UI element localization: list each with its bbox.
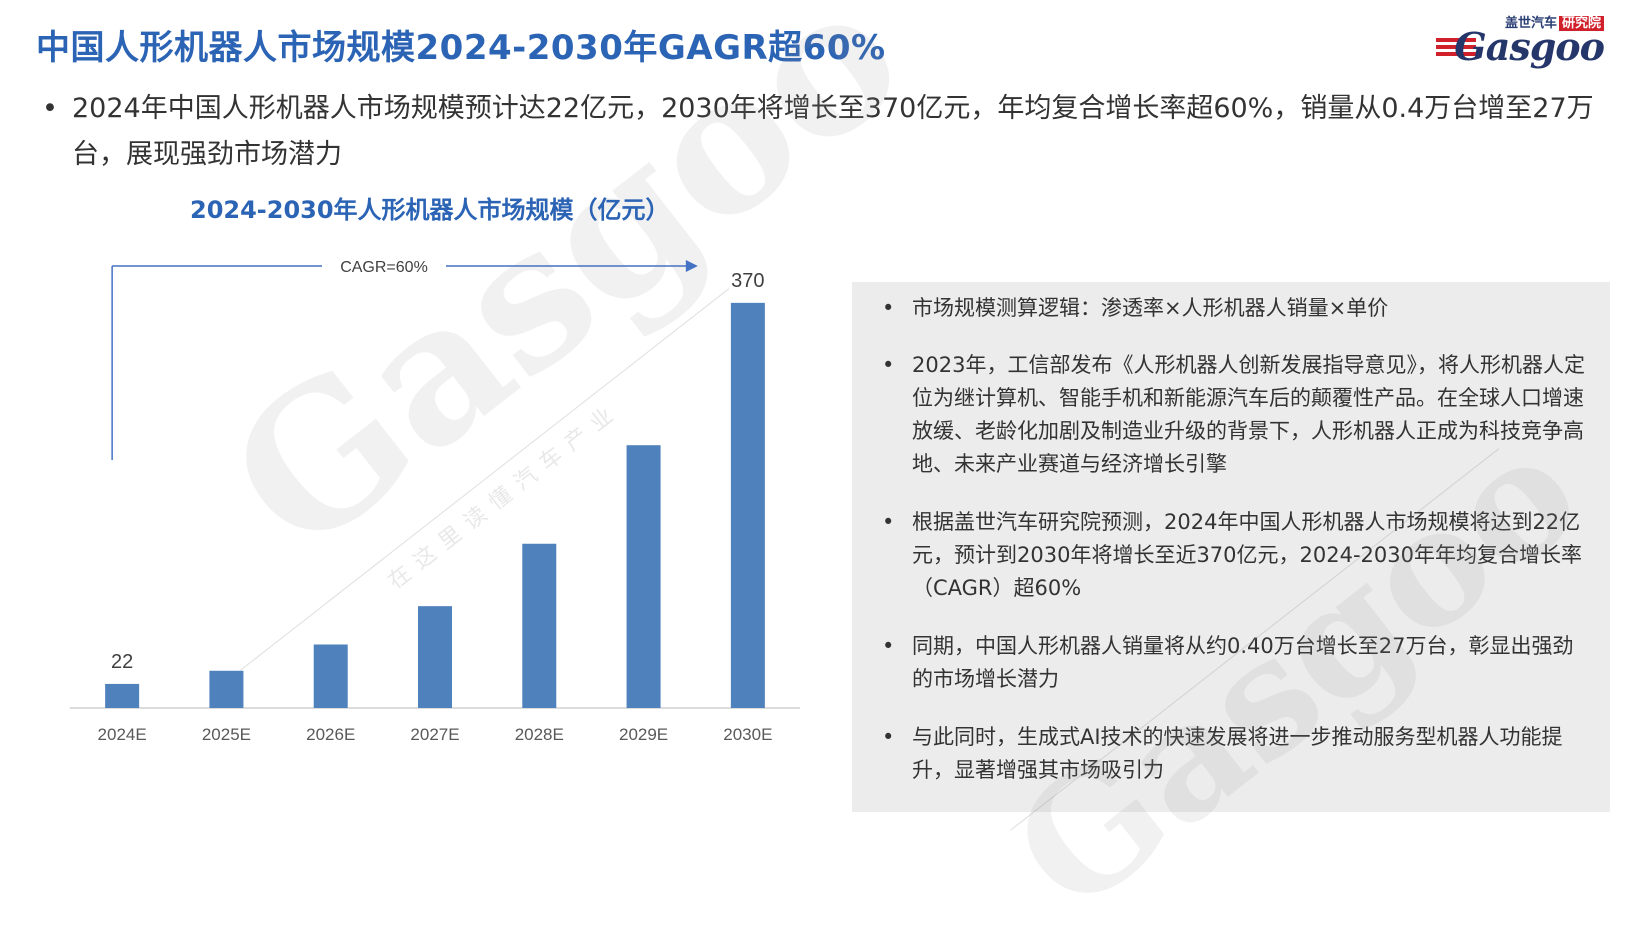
note-bullet: • — [882, 634, 895, 658]
note-item: • 市场规模测算逻辑：渗透率×人形机器人销量×单价 — [882, 292, 1592, 325]
bar-2024E — [105, 683, 140, 708]
x-tick-label: 2028E — [515, 725, 564, 744]
data-label: 370 — [731, 270, 764, 292]
x-tick-label: 2027E — [410, 725, 459, 744]
brand-stripes-icon — [1436, 38, 1476, 62]
brand-logo: 盖世汽车 研究院 Gasgoo — [1434, 10, 1605, 69]
page-title: 中国人形机器人市场规模2024-2030年GAGR超60% — [36, 28, 886, 68]
cagr-label-bg — [322, 252, 446, 280]
data-label: 22 — [111, 651, 133, 673]
x-tick-label: 2030E — [723, 725, 772, 744]
bar-chart: 2024E 2025E 2026E 2027E 2028E 2029E 2030E 22 370… — [70, 252, 800, 744]
x-tick-label: 2029E — [619, 725, 668, 744]
summary-text: 2024年中国人形机器人市场规模预计达22亿元，2030年将增长至370亿元，年… — [72, 93, 1594, 170]
brand-wordmark: Gasgoo — [1454, 24, 1605, 69]
bar-2028E — [522, 543, 557, 708]
brand-cn: 盖世汽车 研究院 — [1505, 12, 1604, 31]
x-tick-label: 2025E — [202, 725, 251, 744]
bar-2030E — [730, 302, 765, 708]
note-bullet: • — [882, 510, 895, 534]
bar-2027E — [418, 606, 452, 708]
cagr-arrow-head-icon — [685, 260, 698, 272]
bar-2026E — [313, 644, 348, 708]
notes-list: • 市场规模测算逻辑：渗透率×人形机器人销量×单价 • 2023年，工信部发布《人形机… — [882, 292, 1592, 812]
note-item: • 同期，中国人形机器人销量将从约0.40万台增长至27万台，彰显出强劲的市场增长… — [882, 630, 1592, 696]
note-item: • 2023年，工信部发布《人形机器人创新发展指导意见》，将人形机器人定位为继计算… — [882, 349, 1592, 481]
note-text: 2023年，工信部发布《人形机器人创新发展指导意见》，将人形机器人定位为继计算机… — [912, 353, 1585, 476]
summary-bullet: • — [42, 93, 58, 124]
note-text: 根据盖世汽车研究院预测，2024年中国人形机器人市场规模将达到22亿元，预计到2… — [912, 510, 1582, 600]
note-bullet: • — [882, 353, 895, 377]
note-item: • 与此同时，生成式AI技术的快速发展将进一步推动服务型机器人功能提升，显著增强其… — [882, 721, 1592, 787]
note-bullet: • — [882, 296, 895, 320]
cagr-annotation: CAGR=60% — [340, 259, 428, 276]
bar-2029E — [626, 445, 661, 708]
bar-2025E — [209, 670, 244, 708]
chart-title: 2024-2030年人形机器人市场规模（亿元） — [190, 196, 670, 224]
x-tick-label: 2024E — [98, 725, 147, 744]
notes-panel: • 市场规模测算逻辑：渗透率×人形机器人销量×单价 • 2023年，工信部发布《人形机… — [852, 282, 1610, 812]
note-item: • 根据盖世汽车研究院预测，2024年中国人形机器人市场规模将达到22亿元，预计到… — [882, 506, 1592, 605]
note-text: 同期，中国人形机器人销量将从约0.40万台增长至27万台，彰显出强劲的市场增长潜… — [912, 634, 1574, 691]
note-text: 与此同时，生成式AI技术的快速发展将进一步推动服务型机器人功能提升，显著增强其市… — [912, 725, 1563, 782]
note-text: 市场规模测算逻辑：渗透率×人形机器人销量×单价 — [912, 296, 1389, 320]
x-tick-label: 2026E — [306, 725, 355, 744]
note-bullet: • — [882, 725, 895, 749]
summary: • 2024年中国人形机器人市场规模预计达22亿元，2030年将增长至370亿元… — [42, 86, 1602, 178]
